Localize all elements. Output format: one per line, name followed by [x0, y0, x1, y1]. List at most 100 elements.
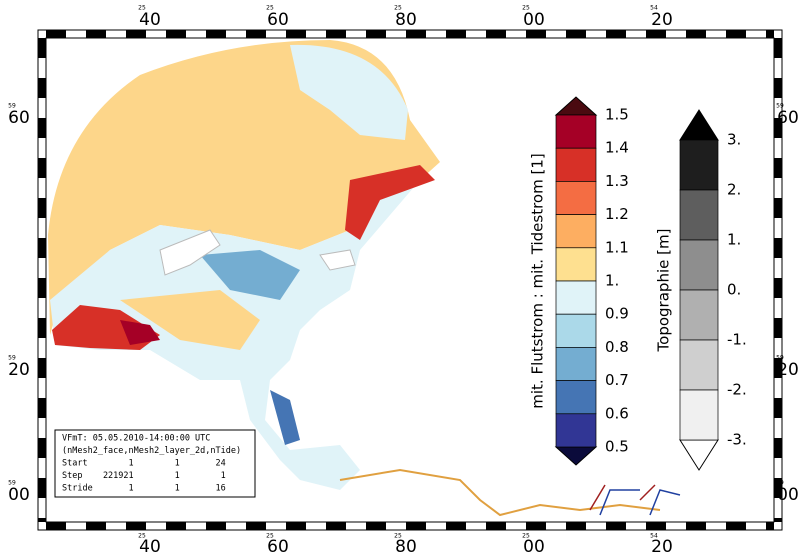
frame-check	[406, 30, 426, 38]
top-label: 80	[395, 10, 417, 30]
frame-check	[38, 518, 46, 522]
frame-check	[206, 522, 226, 530]
right-label: 60	[777, 108, 799, 128]
frame-check	[406, 522, 426, 530]
colorbar-tick: 1.2	[605, 205, 629, 223]
island	[159, 229, 221, 276]
colorbar-tick: 0.5	[605, 438, 629, 456]
top-label: 40	[139, 10, 161, 30]
map-data	[48, 40, 681, 517]
colorbar-box	[555, 313, 597, 348]
hotspot	[200, 250, 300, 300]
bottom-label: 80	[395, 537, 417, 557]
info-line: (nMesh2_face,nMesh2_layer_2d,nTide)	[62, 446, 241, 456]
bottom-minor: 25	[138, 533, 146, 540]
right-minor: 59	[776, 480, 784, 487]
frame-check	[766, 30, 774, 38]
colorbar-box	[555, 181, 597, 215]
bottom-label: 00	[523, 537, 545, 557]
frame-check	[774, 398, 782, 418]
colorbar-tick: -1.	[727, 331, 747, 349]
frame-check	[774, 358, 782, 378]
hotspot	[120, 320, 160, 345]
frame-check	[606, 30, 626, 38]
left-minor: 59	[8, 355, 16, 362]
frame-check	[38, 198, 46, 218]
frame-check	[38, 398, 46, 418]
colorbar-box	[555, 147, 597, 182]
colorbar-tick: 0.8	[605, 338, 629, 356]
colorbar-tick: 0.6	[605, 404, 629, 422]
left-label: 00	[8, 485, 30, 505]
colorbars: 1.5 1.4 1.3 1.2 1.1 1. 0.9 0.8 0.7 0.6 0.5 mit. Flu…	[529, 96, 747, 471]
bottom-minor: 54	[650, 533, 658, 540]
bottom-minor: 25	[522, 533, 530, 540]
colorbar-box	[679, 339, 719, 391]
frame-check	[326, 30, 346, 38]
colorbar-tick: 1.4	[605, 139, 629, 157]
frame-check	[326, 522, 346, 530]
colorbar-box	[555, 413, 597, 448]
frame: 4025402560256025802580250025002520542054…	[8, 5, 799, 558]
frame-check	[646, 30, 666, 38]
frame-check	[38, 478, 46, 498]
colorbar-over	[679, 109, 719, 141]
right-label: 00	[777, 485, 799, 505]
colorbar-tick: 1.3	[605, 172, 629, 190]
river	[339, 468, 661, 517]
frame-check	[774, 518, 782, 522]
river	[589, 484, 656, 511]
colorbar-box	[679, 139, 719, 191]
frame-check	[726, 522, 746, 530]
colorbar-box	[679, 389, 719, 441]
bottom-label: 20	[651, 537, 673, 557]
frame-check	[774, 38, 782, 58]
colorbar-box	[555, 114, 597, 149]
frame-check	[246, 30, 266, 38]
frame-check	[206, 30, 226, 38]
colorbar-tick: 1.	[727, 231, 741, 249]
bottom-minor: 25	[266, 533, 274, 540]
island	[319, 249, 356, 271]
frame-check	[286, 522, 306, 530]
frame-check	[526, 522, 546, 530]
frame-check	[126, 522, 146, 530]
colorbar-box	[555, 214, 597, 249]
info-line: Stride 1 1 16	[62, 484, 226, 494]
colorbar-tick: 2.	[727, 181, 741, 199]
sea-area	[290, 44, 408, 140]
left-label: 60	[8, 108, 30, 128]
frame-check	[286, 30, 306, 38]
frame-check	[38, 78, 46, 98]
frame-check	[38, 438, 46, 458]
frame-check	[446, 30, 466, 38]
top-minor: 25	[266, 5, 274, 12]
bottom-label: 60	[267, 537, 289, 557]
frame-check	[46, 30, 66, 38]
colorbar-tick: 0.9	[605, 305, 629, 323]
colorbar-tick: 1.5	[605, 106, 629, 124]
info-box-border	[54, 429, 256, 498]
info-box: VFmT: 05.05.2010-14:00:00 UTC (nMesh2_fac…	[54, 429, 256, 498]
frame-check	[646, 522, 666, 530]
colorbar-box	[679, 289, 719, 341]
frame-check	[366, 30, 386, 38]
frame-check	[486, 522, 506, 530]
bottom-label: 40	[139, 537, 161, 557]
frame-check	[446, 522, 466, 530]
colorbar-tick: 1.	[605, 272, 619, 290]
frame-check	[774, 118, 782, 138]
hotspot	[345, 165, 435, 240]
frame-check	[774, 238, 782, 258]
colorbar-box	[555, 280, 597, 315]
hotspot	[270, 390, 300, 445]
colorbar-tick: 0.7	[605, 371, 629, 389]
colorbar-label: mit. Flutstrom : mit. Tidestrom [1]	[529, 153, 547, 408]
frame-check	[86, 30, 106, 38]
colorbar-tick: 0.	[727, 281, 741, 299]
frame-check	[526, 30, 546, 38]
colorbar-box	[679, 239, 719, 291]
colorbar-box	[555, 380, 597, 415]
colorbar-tick: 3.	[727, 131, 741, 149]
